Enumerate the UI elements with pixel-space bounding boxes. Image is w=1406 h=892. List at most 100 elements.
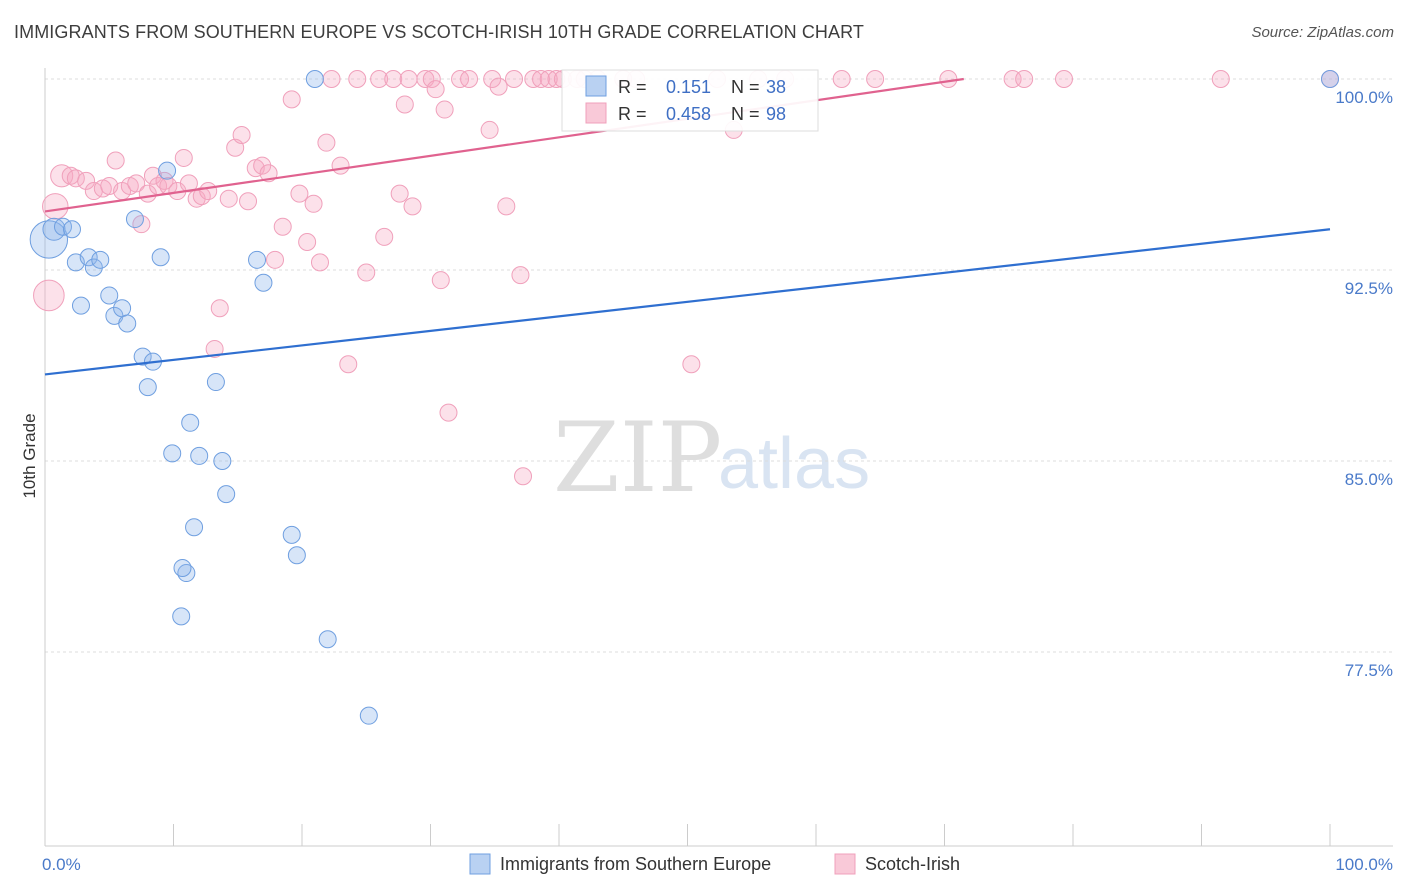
y-tick-label-0: 100.0% [1335, 88, 1393, 107]
x-tick-label-min: 0.0% [42, 855, 81, 874]
southern-europe-trendline [44, 228, 1331, 376]
southern-europe-point-28 [217, 485, 236, 504]
scotch-irish-point-20 [174, 148, 193, 167]
y-tick-label-1: 92.5% [1345, 279, 1393, 298]
southern-europe-point-12 [118, 314, 137, 333]
scotch-irish-point-85 [866, 70, 885, 88]
scotch-irish-point-42 [322, 70, 341, 88]
x-tick-label-max: 100.0% [1335, 855, 1393, 874]
southern-europe-point-7 [91, 250, 110, 269]
southern-europe-point-17 [151, 248, 170, 267]
southern-europe-point-34 [318, 630, 337, 649]
scotch-irish-point-34 [266, 250, 285, 269]
stats-swatch-pink [585, 102, 607, 124]
scotch-irish-point-43 [331, 156, 350, 175]
southern-europe-point-8 [71, 296, 90, 315]
scotch-irish-point-32 [253, 156, 272, 175]
chart-title: IMMIGRANTS FROM SOUTHERN EUROPE VS SCOTC… [14, 22, 865, 42]
scotch-irish-point-46 [357, 263, 376, 282]
scotch-irish-point-58 [435, 100, 454, 119]
y-tick-labels: 100.0% 92.5% 85.0% 77.5% [1335, 88, 1393, 680]
stats-r-label-blue: R = [618, 77, 647, 97]
y-tick-label-3: 77.5% [1345, 661, 1393, 680]
scotch-irish-point-90 [1211, 70, 1230, 88]
scotch-irish-point-86 [939, 70, 958, 88]
scotch-irish-point-29 [232, 126, 251, 145]
southern-europe-point-11 [113, 299, 132, 318]
scotch-irish-point-51 [399, 70, 418, 88]
axes [44, 68, 1393, 847]
scotch-irish-point-38 [298, 232, 317, 251]
scotch-irish-point-27 [219, 189, 238, 208]
y-tick-label-2: 85.0% [1345, 470, 1393, 489]
scotch-irish-trendline [44, 77, 964, 213]
southern-europe-point-20 [181, 413, 200, 432]
scotch-irish-point-44 [339, 355, 358, 374]
scotch-irish-point-64 [489, 77, 508, 96]
x-axis-ticks [44, 824, 1331, 846]
scotch-irish-point-50 [390, 184, 409, 203]
scotch-irish-point-37 [290, 184, 309, 203]
scotch-irish-point-62 [483, 70, 502, 88]
scotch-irish-point-53 [403, 197, 422, 216]
southern-europe-point-6 [84, 258, 103, 277]
legend-label-southern-europe: Immigrants from Southern Europe [500, 854, 771, 874]
legend-label-scotch-irish: Scotch-Irish [865, 854, 960, 874]
southern-europe-point-13 [125, 210, 144, 229]
scotch-irish-point-35 [273, 217, 292, 236]
southern-europe-point-36 [1321, 70, 1339, 88]
southern-europe-point-26 [206, 373, 225, 392]
scotch-irish-point-89 [1055, 70, 1074, 88]
stats-r-label-pink: R = [618, 104, 647, 124]
southern-europe-points [29, 70, 1339, 725]
scotch-irish-point-71 [539, 70, 558, 88]
scotch-irish-point-84 [832, 70, 851, 88]
southern-europe-point-35 [359, 706, 378, 725]
scotch-irish-point-79 [682, 355, 701, 374]
legend-swatch-scotch-irish [834, 853, 856, 875]
southern-europe-point-3 [62, 220, 81, 239]
scotch-irish-point-70 [532, 70, 551, 88]
scotch-irish-point-41 [317, 133, 336, 152]
watermark-atlas: atlas [718, 424, 870, 504]
southern-europe-point-24 [173, 558, 192, 577]
scotch-irish-point-1 [42, 193, 69, 220]
scotch-irish-point-30 [239, 192, 258, 211]
southern-europe-point-29 [248, 250, 267, 269]
scotch-irish-point-25 [205, 339, 224, 358]
southern-europe-point-16 [138, 378, 157, 397]
scotch-irish-point-66 [505, 70, 524, 88]
scotch-irish-point-15 [143, 166, 162, 185]
stats-legend-box: R = 0.151 N = 38 R = 0.458 N = 98 [561, 69, 819, 132]
southern-europe-point-31 [282, 525, 301, 544]
scotch-irish-point-59 [439, 403, 458, 422]
scotch-irish-point-49 [384, 70, 403, 88]
scotch-irish-point-69 [524, 70, 543, 88]
scotch-irish-point-40 [310, 253, 329, 272]
stats-n-label-pink: N = [731, 104, 760, 124]
scotch-irish-point-12 [127, 174, 146, 193]
stats-r-value-blue: 0.151 [666, 77, 711, 97]
southern-europe-point-18 [158, 161, 177, 180]
scotch-irish-point-56 [426, 80, 445, 99]
watermark-zip: ZIP [553, 402, 722, 514]
scotch-irish-point-63 [480, 120, 499, 139]
scotch-irish-point-4 [66, 169, 85, 188]
stats-swatch-blue [585, 75, 607, 97]
scotch-irish-point-61 [460, 70, 479, 88]
scotch-irish-point-45 [348, 70, 367, 88]
stats-n-value-blue: 38 [766, 77, 786, 97]
scotch-irish-point-57 [431, 271, 450, 290]
scotch-irish-point-21 [179, 174, 198, 193]
scotch-irish-point-0 [33, 279, 65, 312]
stats-r-value-pink: 0.458 [666, 104, 711, 124]
scotch-irish-point-36 [282, 90, 301, 109]
southern-europe-point-19 [163, 444, 182, 463]
southern-europe-point-25 [172, 607, 191, 626]
scotch-irish-point-39 [304, 194, 323, 213]
bottom-legend: Immigrants from Southern Europe Scotch-I… [469, 853, 960, 875]
scotch-irish-point-9 [106, 151, 125, 170]
scotch-irish-point-24 [199, 182, 218, 201]
scotch-irish-point-88 [1015, 70, 1034, 88]
